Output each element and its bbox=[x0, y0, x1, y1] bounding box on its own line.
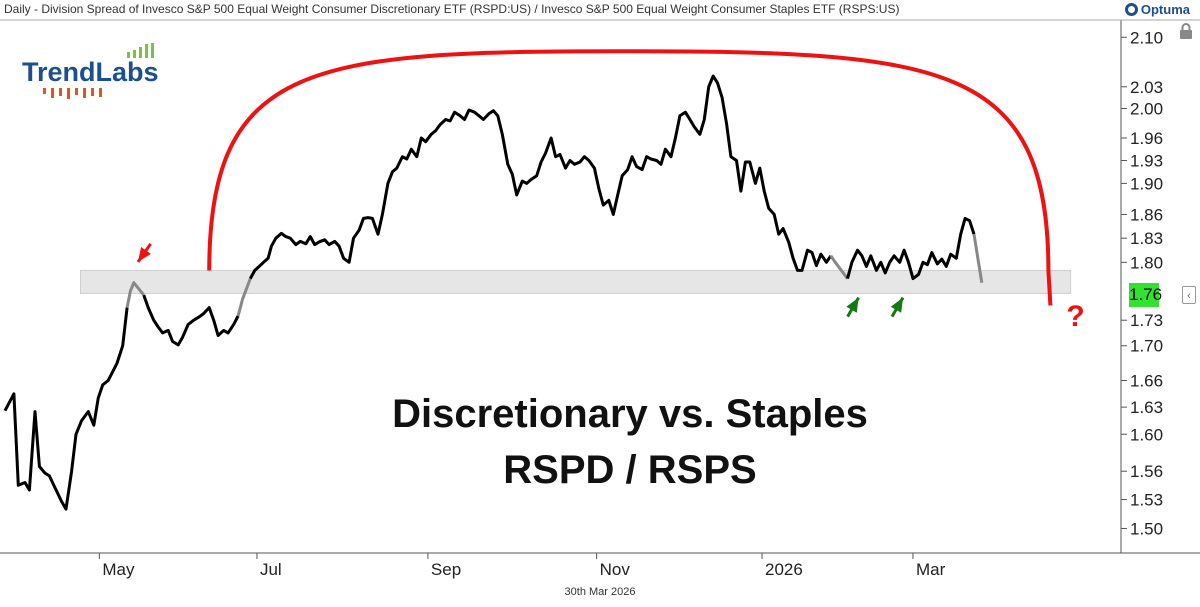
y-tick-label: 1.73 bbox=[1130, 311, 1163, 330]
green-up-arrow bbox=[890, 296, 905, 318]
x-tick-label: Jul bbox=[260, 560, 282, 579]
rounding-top-arc bbox=[207, 49, 1053, 306]
price-line-touch-segment bbox=[829, 254, 849, 280]
lock-icon[interactable] bbox=[1178, 22, 1194, 40]
green-up-arrow bbox=[846, 296, 860, 318]
footer-date: 30th Mar 2026 bbox=[564, 586, 636, 598]
price-line-touch-segment bbox=[236, 278, 252, 317]
optuma-logo-text: Optuma bbox=[1140, 2, 1190, 17]
question-mark: ? bbox=[1066, 300, 1084, 333]
price-line-touch-segment bbox=[125, 281, 145, 308]
y-tick-label: 2.10 bbox=[1130, 28, 1163, 47]
annotation-line2: RSPD / RSPS bbox=[503, 448, 757, 492]
y-tick-label: 2.00 bbox=[1130, 100, 1163, 119]
x-tick-label: Nov bbox=[600, 560, 631, 579]
y-tick-label: 1.90 bbox=[1130, 174, 1163, 193]
price-line-segment bbox=[142, 294, 240, 347]
last-price-tag: 1.76 bbox=[1129, 283, 1162, 307]
price-line-segment bbox=[3, 307, 129, 511]
y-tick-label: 1.96 bbox=[1130, 129, 1163, 148]
optuma-logo: Optuma bbox=[1124, 2, 1190, 17]
red-down-arrow bbox=[136, 243, 152, 263]
y-tick-label: 1.93 bbox=[1130, 152, 1163, 171]
annotation-line1: Discretionary vs. Staples bbox=[392, 392, 868, 436]
trendlabs-logo-text: TrendLabs bbox=[22, 57, 159, 87]
chart-title: Daily - Division Spread of Invesco S&P 5… bbox=[4, 2, 900, 16]
y-tick-label: 2.03 bbox=[1130, 78, 1163, 97]
y-tick-label: 1.66 bbox=[1130, 372, 1163, 391]
y-tick-label: 1.80 bbox=[1130, 253, 1163, 272]
y-tick-label: 1.60 bbox=[1130, 425, 1163, 444]
y-tick-label: 1.56 bbox=[1130, 462, 1163, 481]
support-band bbox=[79, 269, 1072, 294]
x-tick-label: Sep bbox=[431, 560, 461, 579]
optuma-logo-icon bbox=[1124, 3, 1138, 16]
price-scroll-chevron-icon[interactable]: ‹ bbox=[1182, 286, 1196, 304]
price-line-touch-segment bbox=[972, 233, 984, 283]
x-tick-label: Mar bbox=[916, 560, 946, 579]
price-line-segment bbox=[248, 74, 833, 280]
x-tick-label: May bbox=[102, 560, 135, 579]
y-tick-label: 1.63 bbox=[1130, 398, 1163, 417]
annotation-text: Discretionary vs. Staples RSPD / RSPS bbox=[330, 386, 930, 498]
y-tick-label: 1.53 bbox=[1130, 491, 1163, 510]
price-line-segment bbox=[846, 216, 976, 281]
y-tick-label: 1.50 bbox=[1130, 519, 1163, 538]
y-tick-label: 1.86 bbox=[1130, 205, 1163, 224]
y-tick-label: 1.70 bbox=[1130, 337, 1163, 356]
y-tick-label: 1.83 bbox=[1130, 229, 1163, 248]
x-tick-label: 2026 bbox=[765, 560, 803, 579]
trendlabs-logo-bars-icon bbox=[43, 43, 154, 99]
